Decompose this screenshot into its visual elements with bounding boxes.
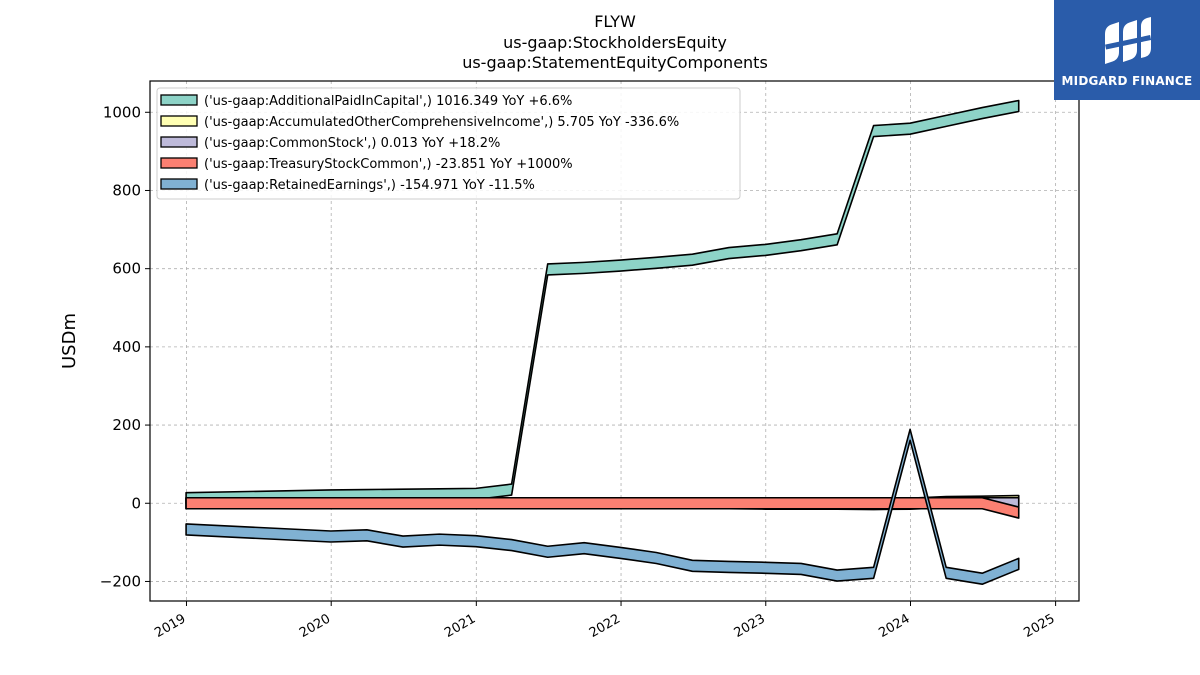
logo-brand-text: MIDGARD FINANCE	[1061, 74, 1193, 88]
x-axis: 2019 2020 2021 2022 2023 2024 2025	[152, 601, 1058, 641]
legend-swatch	[160, 136, 198, 148]
y-tick-label: 600	[112, 260, 141, 278]
y-tick-label: 200	[112, 416, 141, 434]
x-tick-label: 2022	[587, 611, 623, 641]
legend-entry: ('us-gaap:TreasuryStockCommon',) -23.851…	[204, 157, 573, 172]
y-tick-label: −200	[100, 572, 141, 590]
legend-box	[156, 87, 741, 200]
plot-frame	[149, 80, 1080, 602]
y-axis-label: USDm	[59, 313, 80, 369]
legend-swatch	[160, 178, 198, 190]
midgard-logo-icon	[1105, 17, 1152, 64]
chart-title-line-1: FLYW	[594, 12, 636, 31]
x-tick-label: 2019	[152, 611, 188, 641]
y-axis: −200 0 200 400 600 800 1000	[100, 103, 150, 590]
x-tick-label: 2021	[442, 611, 478, 641]
series-layer	[185, 99, 1020, 586]
x-tick-label: 2025	[1021, 611, 1057, 641]
midgard-finance-logo: MIDGARD FINANCE	[1054, 0, 1200, 100]
legend-swatch	[160, 94, 198, 106]
series-band-0	[185, 99, 1020, 505]
legend-swatch	[160, 157, 198, 169]
series-band-4	[185, 428, 1020, 586]
chart-title-line-2: us-gaap:StockholdersEquity	[503, 33, 727, 52]
y-tick-label: 800	[112, 181, 141, 199]
legend-entry: ('us-gaap:AccumulatedOtherComprehensiveI…	[204, 115, 679, 130]
x-tick-label: 2024	[876, 611, 912, 641]
y-tick-label: 1000	[103, 103, 141, 121]
legend: ('us-gaap:AdditionalPaidInCapital',) 101…	[156, 87, 741, 200]
x-tick-label: 2023	[732, 611, 768, 641]
y-tick-label: 400	[112, 338, 141, 356]
y-tick-label: 0	[131, 494, 141, 512]
legend-entry: ('us-gaap:RetainedEarnings',) -154.971 Y…	[204, 178, 535, 193]
chart-title-line-3: us-gaap:StatementEquityComponents	[462, 53, 768, 72]
series-band-3	[185, 496, 1020, 519]
legend-entry: ('us-gaap:CommonStock',) 0.013 YoY +18.2…	[204, 136, 500, 151]
x-tick-label: 2020	[297, 611, 333, 641]
chart-title: FLYW us-gaap:StockholdersEquity us-gaap:…	[462, 12, 768, 72]
legend-entry: ('us-gaap:AdditionalPaidInCapital',) 101…	[204, 94, 572, 109]
legend-swatch	[160, 115, 198, 127]
